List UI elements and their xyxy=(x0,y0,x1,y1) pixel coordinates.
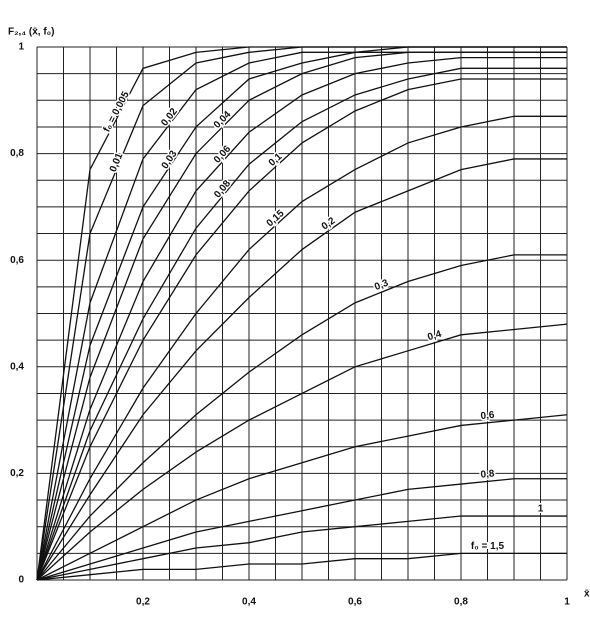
x-tick-label: 0,8 xyxy=(454,597,468,608)
curve xyxy=(36,158,567,581)
y-tick-label: 0 xyxy=(18,575,24,586)
curve-label: 0,6 xyxy=(480,410,495,422)
curve xyxy=(36,115,567,581)
x-tick-label: 0,6 xyxy=(348,597,362,608)
curve xyxy=(36,515,567,581)
curve-label: 0,06 xyxy=(212,143,234,165)
curve-label: 0,04 xyxy=(212,109,234,131)
y-tick-label: 0,6 xyxy=(10,255,24,266)
curve-label: 0,2 xyxy=(320,215,338,232)
curve-label: 0,3 xyxy=(373,277,390,293)
x-tick-label: 1 xyxy=(564,597,570,608)
y-axis-label: F₂,₄ (x̄, f₀) xyxy=(8,27,55,38)
curve-label: 0,03 xyxy=(160,148,180,171)
curve xyxy=(36,78,567,581)
x-axis-label: x̄ xyxy=(584,589,590,600)
x-tick-label: 0,2 xyxy=(136,597,150,608)
curve-label: 1 xyxy=(538,504,544,515)
curve xyxy=(36,552,567,581)
curve-label: 0,02 xyxy=(159,106,180,128)
curve xyxy=(36,51,567,581)
curve xyxy=(36,478,567,581)
curve xyxy=(36,323,568,581)
curve-label: 0,08 xyxy=(212,178,233,200)
curve-label: f₀ = 1,5 xyxy=(471,541,505,552)
curve xyxy=(36,46,567,581)
curve xyxy=(36,67,567,581)
y-tick-label: 0,8 xyxy=(10,148,24,159)
curve xyxy=(36,254,567,581)
x-tick-label: 0,4 xyxy=(242,597,256,608)
curve xyxy=(36,414,568,581)
curve xyxy=(36,57,567,581)
y-tick-label: 0,4 xyxy=(10,361,24,372)
y-tick-label: 0,2 xyxy=(10,468,24,479)
y-tick-label: 1 xyxy=(18,42,24,53)
curve-label: 0,8 xyxy=(480,468,495,480)
